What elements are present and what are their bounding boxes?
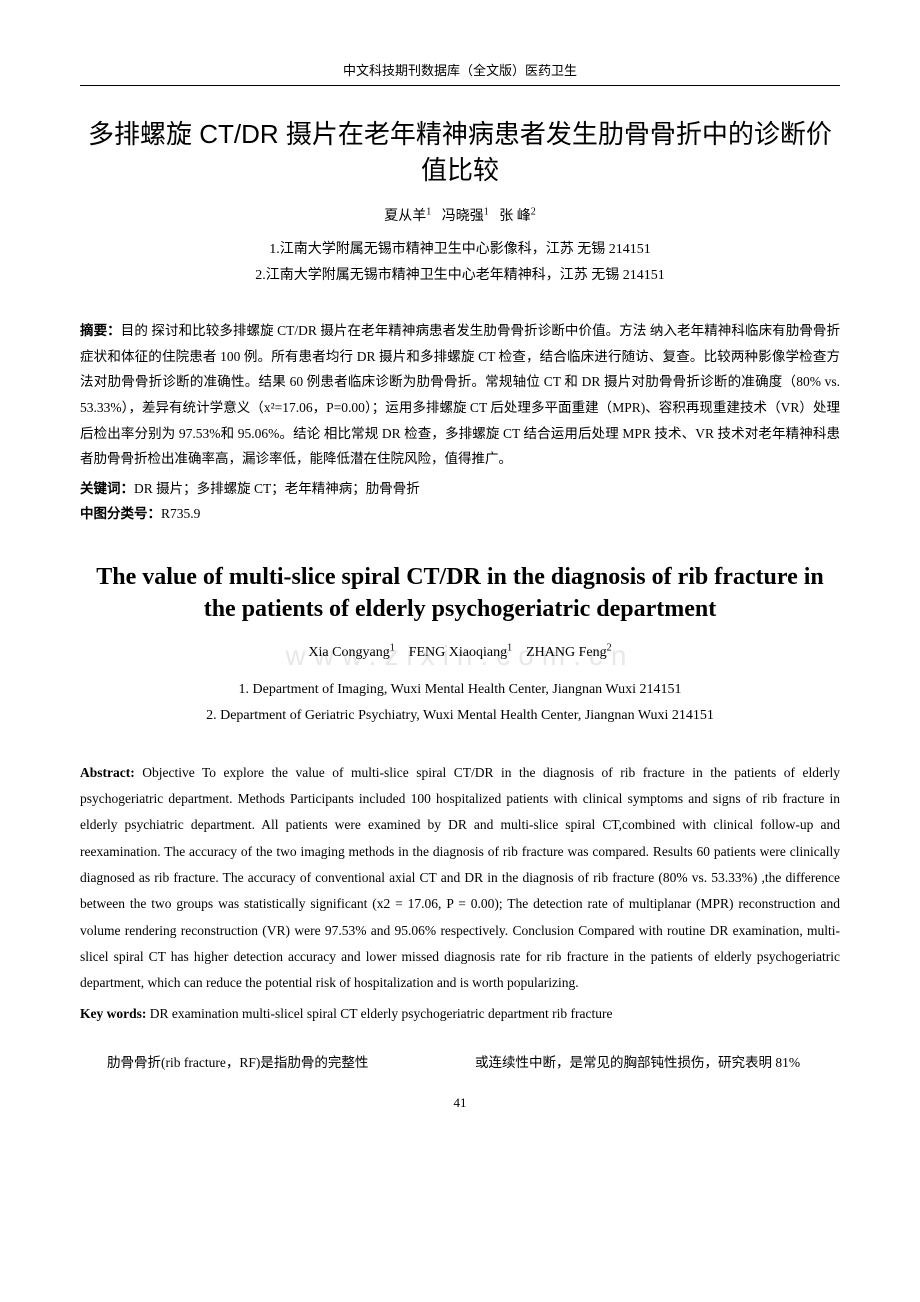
title-english: The value of multi-slice spiral CT/DR in… <box>80 561 840 626</box>
keywords-english: Key words: DR examination multi-slicel s… <box>80 1001 840 1027</box>
clc-text: R735.9 <box>161 506 200 521</box>
affiliation: 1. Department of Imaging, Wuxi Mental He… <box>80 677 840 704</box>
keywords-label-en: Key words: <box>80 1006 146 1021</box>
keywords-chinese: 关键词：DR 摄片；多排螺旋 CT；老年精神病；肋骨骨折 <box>80 476 840 502</box>
author: 张 峰2 <box>499 209 536 224</box>
affiliation: 1.江南大学附属无锡市精神卫生中心影像科，江苏 无锡 214151 <box>80 237 840 264</box>
abstract-label-en: Abstract: <box>80 765 135 780</box>
clc-label: 中图分类号： <box>80 506 161 521</box>
abstract-text-en: Objective To explore the value of multi-… <box>80 765 840 991</box>
abstract-chinese: 摘要：目的 探讨和比较多排螺旋 CT/DR 摄片在老年精神病患者发生肋骨骨折诊断… <box>80 318 840 472</box>
body-text: 肋骨骨折(rib fracture，RF)是指肋骨的完整性 或连续性中断，是常见… <box>80 1052 840 1075</box>
authors-english: Xia Congyang1 FENG Xiaoqiang1 ZHANG Feng… <box>80 642 840 661</box>
body-column-right: 或连续性中断，是常见的胸部钝性损伤，研究表明 81% <box>475 1052 840 1075</box>
title-chinese: 多排螺旋 CT/DR 摄片在老年精神病患者发生肋骨骨折中的诊断价值比较 <box>80 116 840 189</box>
abstract-english: Abstract: Objective To explore the value… <box>80 760 840 997</box>
body-column-left: 肋骨骨折(rib fracture，RF)是指肋骨的完整性 <box>80 1052 445 1075</box>
affiliations-english: 1. Department of Imaging, Wuxi Mental He… <box>80 677 840 730</box>
page-number: 41 <box>80 1095 840 1111</box>
author: Xia Congyang1 <box>308 645 394 660</box>
header-rule <box>80 85 840 86</box>
author: 冯晓强1 <box>442 209 489 224</box>
authors-chinese: 夏从羊1 冯晓强1 张 峰2 <box>80 205 840 225</box>
affiliation: 2.江南大学附属无锡市精神卫生中心老年精神科，江苏 无锡 214151 <box>80 263 840 290</box>
keywords-text: DR 摄片；多排螺旋 CT；老年精神病；肋骨骨折 <box>134 481 420 496</box>
author: ZHANG Feng2 <box>526 645 612 660</box>
abstract-label: 摘要： <box>80 323 121 338</box>
affiliation: 2. Department of Geriatric Psychiatry, W… <box>80 703 840 730</box>
clc-number: 中图分类号：R735.9 <box>80 501 840 527</box>
journal-header: 中文科技期刊数据库（全文版）医药卫生 <box>80 60 840 79</box>
author: FENG Xiaoqiang1 <box>409 645 512 660</box>
affiliations-chinese: 1.江南大学附属无锡市精神卫生中心影像科，江苏 无锡 214151 2.江南大学… <box>80 237 840 290</box>
author: 夏从羊1 <box>384 209 431 224</box>
abstract-text: 目的 探讨和比较多排螺旋 CT/DR 摄片在老年精神病患者发生肋骨骨折诊断中价值… <box>80 323 840 466</box>
keywords-label: 关键词： <box>80 481 134 496</box>
keywords-text-en: DR examination multi-slicel spiral CT el… <box>146 1006 612 1021</box>
